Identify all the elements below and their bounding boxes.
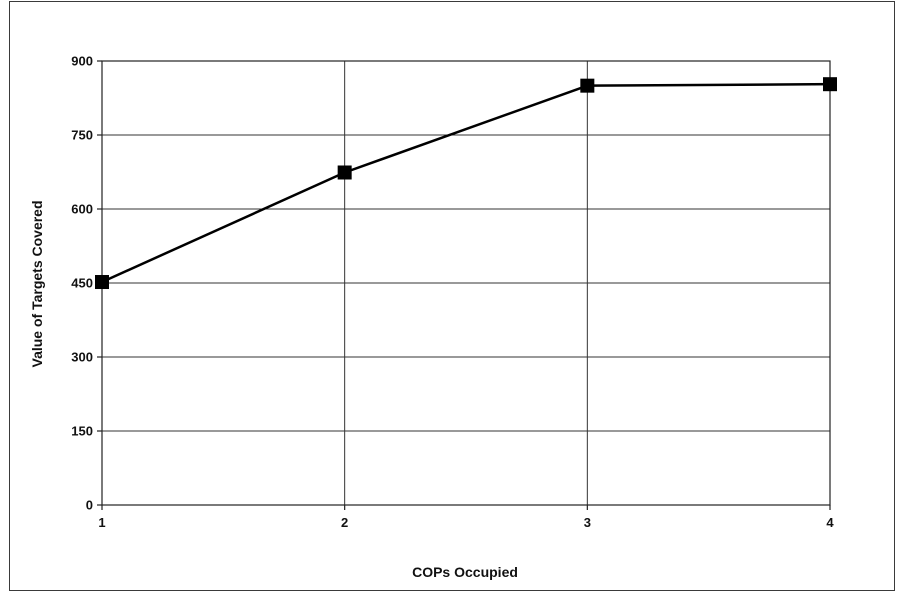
x-tick-label: 4	[826, 515, 834, 530]
data-point-marker	[95, 275, 109, 290]
y-tick-label: 900	[71, 54, 93, 69]
grid-lines	[102, 61, 830, 505]
series-layer	[95, 77, 837, 290]
series-line	[101, 82, 831, 284]
y-tick-label: 450	[71, 276, 93, 291]
data-point-marker	[580, 78, 595, 93]
y-tick-label: 0	[86, 498, 93, 513]
x-axis-ticks: 1 2 3 4	[98, 505, 834, 530]
x-tick-label: 1	[98, 515, 105, 530]
y-axis-ticks: 0 150 300 450 600 750 900	[71, 54, 102, 513]
y-tick-label: 600	[71, 202, 93, 217]
y-axis-title: Value of Targets Covered	[29, 200, 45, 367]
y-tick-label: 150	[71, 424, 93, 439]
x-tick-label: 3	[584, 515, 591, 530]
x-axis-title: COPs Occupied	[412, 564, 518, 580]
data-point-marker	[823, 77, 837, 92]
y-tick-label: 750	[71, 128, 93, 143]
x-tick-label: 2	[341, 515, 348, 530]
chart-frame	[9, 1, 895, 591]
y-tick-label: 300	[71, 350, 93, 365]
data-point-marker	[337, 165, 352, 180]
